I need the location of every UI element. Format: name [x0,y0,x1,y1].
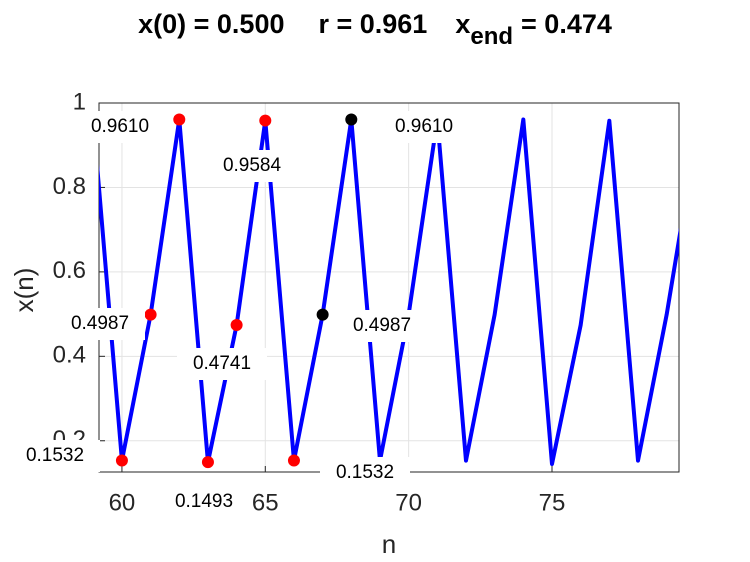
title-part: r = 0.961 [318,9,427,39]
annotation-box [10,440,100,472]
annotation-label: 0.9610 [91,116,149,137]
y-tick-label: 0.6 [53,257,86,284]
annotation-label: 0.4741 [193,353,251,374]
data-point [144,308,157,321]
annotation-box [55,308,145,340]
title-part: x [455,9,470,39]
x-tick-label: 75 [539,489,566,516]
annotation-box [75,111,165,143]
chart-title: x(0) = 0.500 r = 0.961 xend = 0.474 [138,9,612,50]
annotation-label: 0.4987 [71,313,129,334]
x-tick-label: 60 [109,489,136,516]
annotation-box [177,348,267,380]
annotation-label: 0.1532 [336,462,394,483]
annotation-label: 0.1493 [175,491,233,512]
x-tick-label: 65 [252,489,279,516]
annotation-label: 0.9610 [395,116,453,137]
data-point [173,113,186,126]
plot-lines [99,117,679,466]
annotation-label: 0.1532 [26,445,84,466]
title-part: = 0.474 [521,9,612,39]
title-subscript: end [470,23,513,50]
data-point [259,114,272,127]
annotation-box [159,486,249,518]
annotation-box [207,150,297,182]
y-tick-label: 0.8 [53,173,86,200]
data-point [287,454,300,467]
y-tick-label: 0.4 [53,342,86,369]
y-axis-label: x(n) [9,268,39,313]
annotation-box [320,457,410,489]
line-series [99,117,679,466]
data-point [316,308,329,321]
data-point [230,319,243,332]
data-point [115,454,128,467]
title-part: x(0) = 0.500 [138,9,284,39]
data-point [201,456,214,469]
annotation-label: 0.4987 [353,315,411,336]
x-tick-label: 70 [395,489,422,516]
annotation-box [337,310,427,342]
x-axis-label: n [382,529,396,559]
data-point [345,113,358,126]
annotation-box [379,111,469,143]
annotation-label: 0.9584 [223,155,282,176]
overlay: 60 65 70 750.20.40.60.810.15320.49870.96100… [10,88,565,518]
y-tick-label: 1 [73,88,86,115]
